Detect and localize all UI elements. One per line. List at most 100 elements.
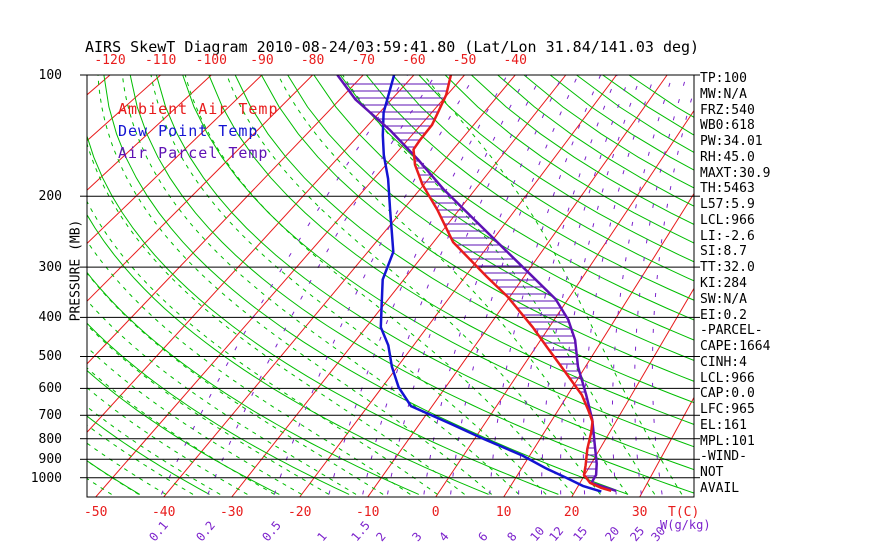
page-title: AIRS SkewT Diagram 2010-08-24/03:59:41.8… bbox=[85, 38, 700, 56]
moist-adiabat-line bbox=[87, 367, 275, 495]
mixing-ratio-line bbox=[518, 75, 618, 495]
bottom-axis-label: -30 bbox=[219, 505, 244, 520]
moist-adiabat-line bbox=[87, 346, 302, 495]
panel-item: EI:0.2 bbox=[700, 307, 747, 323]
top-axis-label: -60 bbox=[402, 53, 426, 68]
pressure-label: 600 bbox=[38, 381, 62, 397]
moist-adiabat-line bbox=[87, 406, 221, 495]
dry-adiabat-line bbox=[260, 75, 694, 382]
pressure-label: 700 bbox=[38, 408, 62, 424]
panel-item: WB0:618 bbox=[700, 118, 755, 134]
top-axis-label: -110 bbox=[144, 53, 177, 68]
pressure-axis-title: PRESSURE (MB) bbox=[68, 219, 84, 322]
top-axis-label: -90 bbox=[250, 53, 274, 68]
dry-adiabat-line bbox=[313, 75, 694, 341]
isotherm-line bbox=[87, 75, 263, 245]
moist-adiabat-line bbox=[87, 424, 194, 495]
panel-item: TT:32.0 bbox=[700, 260, 755, 276]
pressure-label: 400 bbox=[38, 310, 62, 326]
panel-item: TP:100 bbox=[700, 71, 747, 86]
panel-item: MAXT:30.9 bbox=[700, 165, 771, 181]
legend-item-air-parcel-temp: Air Parcel Temp bbox=[118, 144, 269, 162]
mixing-ratio-axis-unit: W(g/kg) bbox=[660, 518, 711, 532]
panel-item: LCL:966 bbox=[700, 370, 755, 386]
isotherm-line bbox=[776, 75, 870, 497]
moist-adiabat-line bbox=[87, 442, 167, 495]
panel-item: NOT bbox=[700, 465, 724, 481]
pressure-label: 200 bbox=[38, 189, 62, 205]
isotherm-line bbox=[299, 75, 617, 497]
bottom-axis-label: 0 bbox=[431, 505, 440, 520]
pressure-label: 800 bbox=[38, 431, 62, 447]
legend-item-ambient-air-temp: Ambient Air Temp bbox=[118, 100, 279, 118]
air-parcel-curve bbox=[336, 75, 617, 492]
bottom-axis-label: -50 bbox=[83, 505, 108, 520]
panel-item: CAP:0.0 bbox=[700, 386, 755, 402]
top-axis-label: -50 bbox=[452, 53, 477, 68]
panel-item: RH:45.0 bbox=[700, 149, 755, 165]
moist-adiabat-line bbox=[97, 75, 493, 495]
pressure-label: 900 bbox=[38, 452, 62, 468]
panel-item: TH:5463 bbox=[700, 181, 755, 197]
dry-adiabat-line bbox=[418, 75, 694, 263]
mixing-ratio-line bbox=[362, 75, 528, 495]
dry-adiabat-line bbox=[366, 75, 694, 301]
isotherm-line bbox=[435, 109, 694, 497]
bottom-axis-label: -10 bbox=[355, 505, 380, 520]
mixing-ratio-line bbox=[450, 75, 579, 495]
panel-item: SW:N/A bbox=[700, 291, 747, 307]
dry-adiabat-line bbox=[87, 460, 141, 495]
cape-hatch-region bbox=[344, 83, 597, 484]
isotherm-line bbox=[87, 75, 364, 365]
bottom-axis-label: 10 bbox=[495, 505, 512, 520]
dry-adiabat-line bbox=[523, 75, 694, 189]
top-axis-label: -80 bbox=[300, 53, 325, 68]
top-axis-label: -120 bbox=[94, 53, 126, 68]
panel-item: LCL:966 bbox=[700, 212, 755, 228]
panel-item: CAPE:1664 bbox=[700, 339, 771, 355]
isotherm-line bbox=[163, 75, 516, 497]
panel-item: L57:5.9 bbox=[700, 197, 755, 213]
mixing-ratio-line bbox=[489, 75, 602, 495]
moist-adiabat-line bbox=[277, 75, 628, 495]
top-axis-label: -70 bbox=[351, 53, 375, 68]
panel-item: -PARCEL- bbox=[700, 323, 763, 339]
pressure-label: 500 bbox=[38, 349, 62, 365]
top-axis-label: -40 bbox=[503, 53, 527, 68]
panel-item: MW:N/A bbox=[700, 86, 747, 102]
isotherm-line bbox=[367, 75, 668, 497]
isotherm-line bbox=[87, 75, 212, 191]
dry-adiabat-line bbox=[444, 75, 694, 244]
isotherm-line bbox=[639, 396, 694, 497]
isotherm-line bbox=[231, 75, 567, 497]
plot-border bbox=[86, 74, 695, 498]
dry-adiabat-line bbox=[497, 75, 694, 207]
temp-axis-unit: T(C) bbox=[668, 505, 700, 520]
bottom-axis-label: 20 bbox=[563, 505, 580, 520]
mixing-ratio-line bbox=[273, 75, 476, 495]
dry-adiabat-line bbox=[234, 75, 694, 404]
panel-item: PW:34.01 bbox=[700, 134, 763, 150]
ambient-temp-curve bbox=[412, 75, 612, 492]
isotherm-line bbox=[87, 75, 313, 302]
moist-adiabat-line bbox=[87, 240, 411, 495]
isotherm-line bbox=[0, 75, 9, 497]
dry-adiabat-line bbox=[392, 75, 694, 282]
panel-item: EL:161 bbox=[700, 417, 747, 433]
panel-item: CINH:4 bbox=[700, 354, 747, 370]
panel-item: AVAIL bbox=[700, 481, 740, 497]
isotherm-line bbox=[87, 75, 415, 433]
plot-area bbox=[0, 75, 870, 497]
panel-item: KI:284 bbox=[700, 276, 747, 291]
dry-adiabat-line bbox=[339, 75, 694, 321]
panel-item: MPL:101 bbox=[700, 433, 755, 449]
mixing-ratio-line bbox=[611, 75, 673, 495]
pressure-label: 100 bbox=[38, 68, 62, 83]
isotherm-line bbox=[571, 287, 694, 497]
pressure-label: 1000 bbox=[30, 470, 62, 486]
panel-item: SI:8.7 bbox=[700, 244, 747, 260]
isotherm-line bbox=[503, 192, 694, 497]
bottom-axis-label: -40 bbox=[151, 505, 176, 520]
moist-adiabat-line bbox=[87, 142, 465, 495]
